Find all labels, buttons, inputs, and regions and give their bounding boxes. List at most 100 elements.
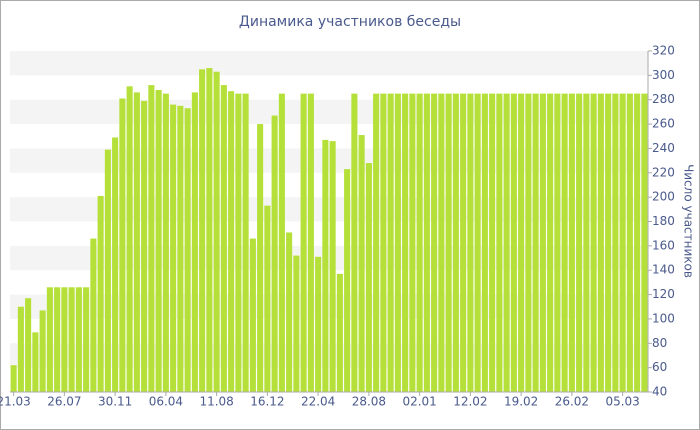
bar (474, 93, 481, 392)
bar (90, 238, 97, 392)
bar (525, 93, 532, 392)
bar (228, 91, 235, 393)
bar (496, 93, 503, 392)
y-axis-label: Число участников (682, 164, 696, 278)
bar (191, 92, 198, 393)
bar (242, 93, 249, 392)
bar (54, 287, 61, 392)
bar (25, 298, 32, 392)
bar (351, 93, 358, 392)
y-tick-label: 280 (652, 92, 675, 106)
bar (220, 85, 227, 392)
bar (112, 137, 119, 392)
bar (358, 135, 365, 392)
x-tick-label: 06.04 (149, 395, 183, 409)
bar (119, 98, 126, 392)
bar (597, 93, 604, 392)
x-tick-label: 11.08 (199, 395, 233, 409)
bar (489, 93, 496, 392)
x-tick-label: 28.08 (352, 395, 386, 409)
bar (344, 169, 351, 392)
bar (199, 69, 206, 393)
bar (503, 93, 510, 392)
y-tick-label: 220 (652, 165, 675, 179)
bar (32, 332, 39, 392)
bar (155, 89, 162, 392)
bar (133, 92, 140, 393)
bar (460, 93, 467, 392)
x-tick-label: 21.03 (0, 395, 31, 409)
bar (452, 93, 459, 392)
bar (329, 141, 336, 392)
x-tick-label: 16.12 (250, 395, 284, 409)
y-tick-label: 140 (652, 263, 675, 277)
bar (431, 93, 438, 392)
bar (561, 93, 568, 392)
bar (365, 163, 372, 392)
bar (626, 93, 633, 392)
bar (235, 93, 242, 392)
bar (278, 93, 285, 392)
x-tick-label: 05.03 (605, 395, 639, 409)
y-tick-label: 300 (652, 68, 675, 82)
bar (641, 93, 648, 392)
bar (409, 93, 416, 392)
bar (416, 93, 423, 392)
bar (249, 238, 256, 392)
bar (336, 273, 343, 392)
bar (315, 256, 322, 392)
bar (177, 105, 184, 392)
bar (590, 93, 597, 392)
bar (583, 93, 590, 392)
y-tick-label: 240 (652, 141, 675, 155)
x-tick-label: 22.04 (301, 395, 335, 409)
bar (322, 139, 329, 392)
bar (213, 71, 220, 392)
bar (10, 365, 17, 392)
bar (286, 232, 293, 392)
bar (271, 115, 278, 393)
y-tick-label: 260 (652, 117, 675, 131)
bar (39, 310, 46, 392)
y-tick-label: 40 (652, 385, 667, 399)
x-tick-label: 26.07 (47, 395, 81, 409)
bar (481, 93, 488, 392)
bar (307, 93, 314, 392)
bar (373, 93, 380, 392)
y-tick-label: 320 (652, 44, 675, 58)
x-tick-label: 30.11 (98, 395, 132, 409)
bar (423, 93, 430, 392)
bar (300, 93, 307, 392)
x-tick-label: 12.02 (453, 395, 487, 409)
bar (634, 93, 641, 392)
bar (438, 93, 445, 392)
bar (532, 93, 539, 392)
bar (97, 195, 104, 392)
bar (75, 287, 82, 392)
bar (206, 68, 213, 393)
bar (170, 104, 177, 392)
y-tick-label: 120 (652, 287, 675, 301)
y-tick-label: 80 (652, 336, 667, 350)
bar (612, 93, 619, 392)
bar (619, 93, 626, 392)
bar (554, 93, 561, 392)
y-tick-label: 200 (652, 190, 675, 204)
bar (510, 93, 517, 392)
y-tick-label: 100 (652, 311, 675, 325)
bar (539, 93, 546, 392)
bar (162, 93, 169, 392)
bar (148, 85, 155, 392)
bar (46, 287, 53, 392)
bar (293, 255, 300, 392)
bar (445, 93, 452, 392)
bar (68, 287, 75, 392)
x-tick-label: 26.02 (555, 395, 589, 409)
x-tick-label: 02.01 (402, 395, 436, 409)
bar (380, 93, 387, 392)
bar (568, 93, 575, 392)
bar (264, 205, 271, 392)
bar (61, 287, 68, 392)
bar (104, 149, 111, 392)
